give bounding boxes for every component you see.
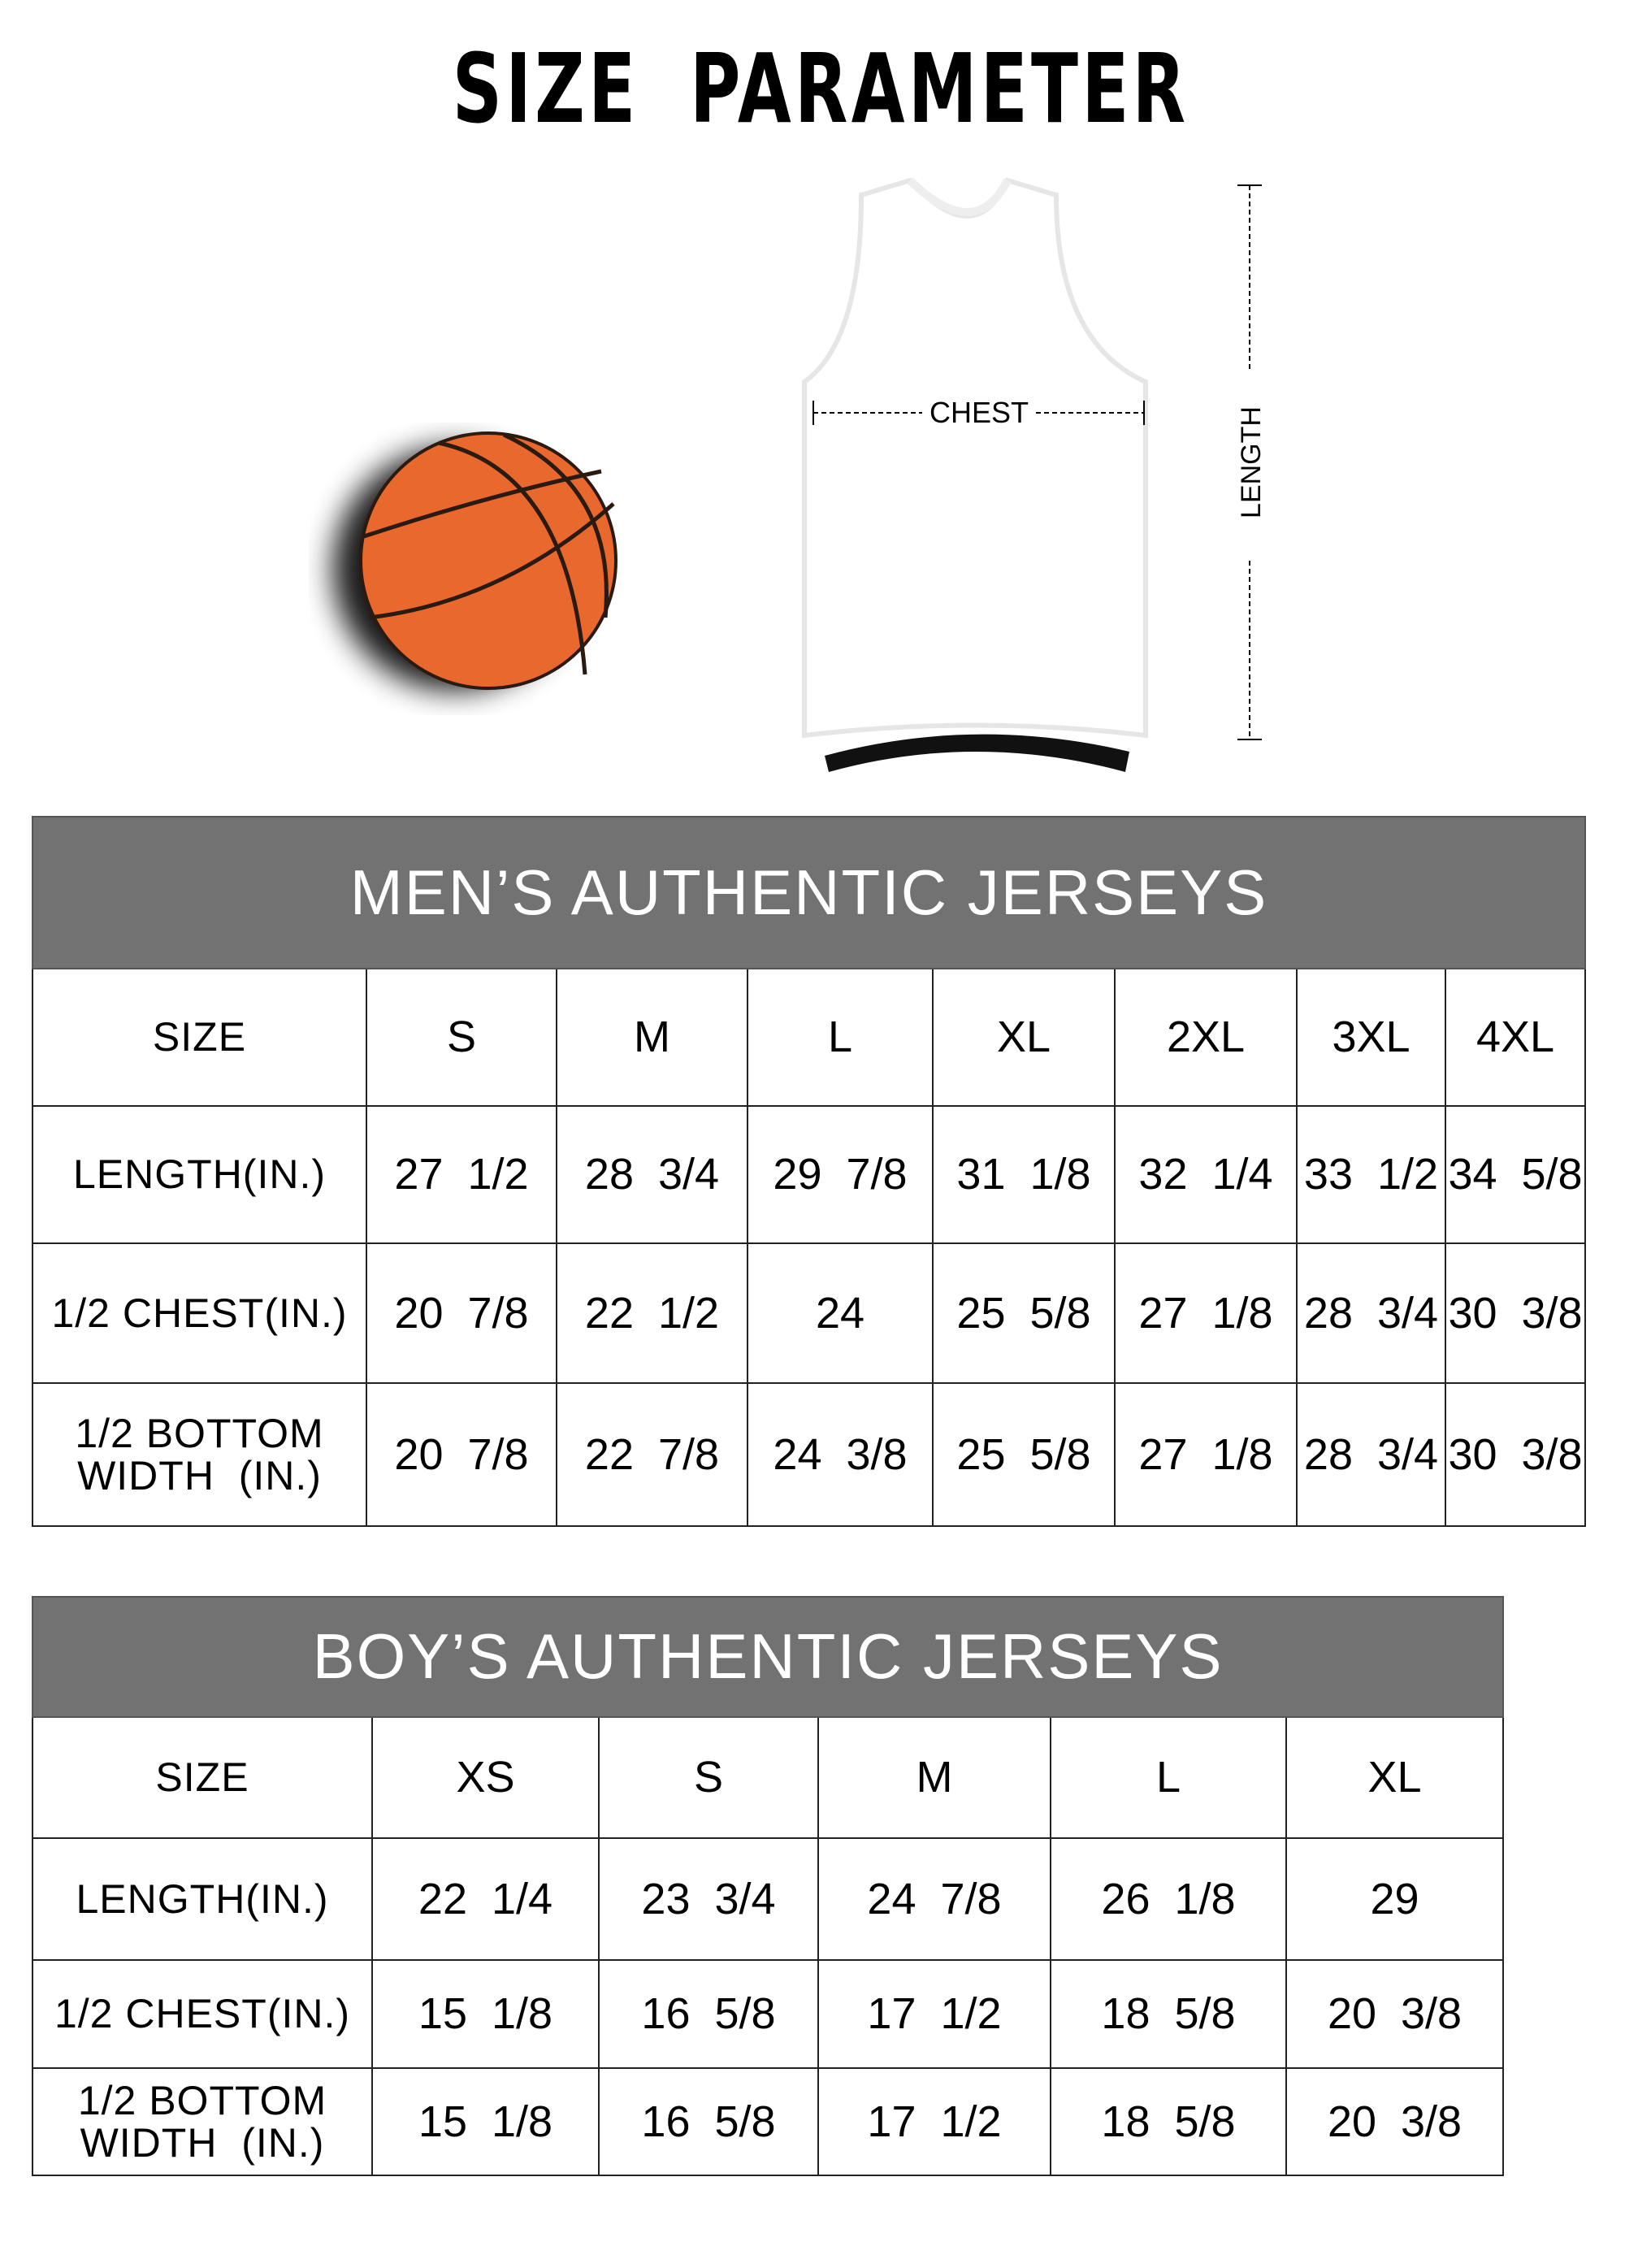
size-header-cell: M [817, 1716, 1051, 1839]
measurement-cell: 23 3/4 [598, 1837, 819, 1961]
measurement-cell: 16 5/8 [598, 1959, 819, 2069]
measurement-cell: 26 1/8 [1050, 1837, 1287, 1961]
chest-label: CHEST [930, 396, 1029, 429]
row-label: 1/2 BOTTOM WIDTH (IN.) [32, 2067, 373, 2176]
row-label: 1/2 CHEST(IN.) [32, 1959, 373, 2069]
measurement-cell: 18 5/8 [1050, 2067, 1287, 2176]
jersey-icon [802, 177, 1148, 772]
measurement-cell: 22 1/4 [371, 1837, 600, 1961]
table-row: LENGTH(IN.) 27 1/2 28 3/4 29 7/8 31 1/8 32 1/… [32, 1105, 1587, 1244]
chest-measure-line: CHEST [812, 396, 1145, 429]
size-header-cell: 3XL [1296, 968, 1446, 1107]
jersey-diagram: CHEST LENGTH [333, 177, 1267, 772]
measurement-cell: 20 3/8 [1285, 1959, 1505, 2069]
measurement-cell: 20 7/8 [366, 1242, 557, 1384]
measurement-cell: 25 5/8 [932, 1242, 1116, 1384]
measurement-cell: 22 7/8 [556, 1382, 748, 1527]
page-title: SIZE PARAMETER [452, 33, 1190, 145]
measurement-cell: 28 3/4 [556, 1105, 748, 1244]
measurement-cell: 29 7/8 [747, 1105, 934, 1244]
measurement-cell: 29 [1285, 1837, 1505, 1961]
measurement-cell: 15 1/8 [371, 2067, 600, 2176]
basketball-icon [333, 431, 618, 691]
measurement-cell: 24 7/8 [817, 1837, 1051, 1961]
size-header-row: SIZE S M L XL 2XL 3XL 4XL [32, 968, 1587, 1107]
table-row: 1/2 CHEST(IN.) 15 1/8 16 5/8 17 1/2 18 5/8 20… [32, 1959, 1505, 2069]
measurement-cell: 18 5/8 [1050, 1959, 1287, 2069]
measurement-cell: 28 3/4 [1296, 1382, 1446, 1527]
size-header-row: SIZE XS S M L XL [32, 1716, 1505, 1839]
measurement-cell: 22 1/2 [556, 1242, 748, 1384]
measurement-cell: 20 7/8 [366, 1382, 557, 1527]
measurement-cell: 16 5/8 [598, 2067, 819, 2176]
size-header-cell: S [366, 968, 557, 1107]
measurement-cell: 27 1/8 [1114, 1242, 1298, 1384]
measurement-cell: 15 1/8 [371, 1959, 600, 2069]
row-label: 1/2 BOTTOM WIDTH (IN.) [32, 1382, 367, 1527]
row-label: LENGTH(IN.) [32, 1105, 367, 1244]
size-header-cell: XL [932, 968, 1116, 1107]
row-label: SIZE [32, 1716, 373, 1839]
measurement-cell: 31 1/8 [932, 1105, 1116, 1244]
size-header-cell: XS [371, 1716, 600, 1839]
size-header-cell: M [556, 968, 748, 1107]
measurement-cell: 17 1/2 [817, 1959, 1051, 2069]
size-header-cell: L [747, 968, 934, 1107]
size-header-cell: L [1050, 1716, 1287, 1839]
size-header-cell: 2XL [1114, 968, 1298, 1107]
measurement-cell: 17 1/2 [817, 2067, 1051, 2176]
length-label: LENGTH [1236, 406, 1267, 518]
table-title: MEN’S AUTHENTIC JERSEYS [31, 816, 1587, 969]
table-row: 1/2 CHEST(IN.) 20 7/8 22 1/2 24 25 5/8 27 1/8… [32, 1242, 1587, 1384]
size-header-cell: 4XL [1444, 968, 1587, 1107]
measurement-cell: 25 5/8 [932, 1382, 1116, 1527]
measurement-cell: 28 3/4 [1296, 1242, 1446, 1384]
measurement-cell: 34 5/8 [1444, 1105, 1587, 1244]
row-label: SIZE [32, 968, 367, 1107]
table-row: LENGTH(IN.) 22 1/4 23 3/4 24 7/8 26 1/8 29 [32, 1837, 1505, 1961]
mens-size-table: MEN’S AUTHENTIC JERSEYS SIZE S M L XL 2XL 3XL 4X… [31, 816, 1587, 1527]
row-label: LENGTH(IN.) [32, 1837, 373, 1961]
table-title: BOY’S AUTHENTIC JERSEYS [31, 1596, 1505, 1718]
measurement-cell: 30 3/8 [1444, 1382, 1587, 1527]
row-label: 1/2 CHEST(IN.) [32, 1242, 367, 1384]
size-header-cell: S [598, 1716, 819, 1839]
measurement-cell: 32 1/4 [1114, 1105, 1298, 1244]
size-header-cell: XL [1285, 1716, 1505, 1839]
measurement-cell: 20 3/8 [1285, 2067, 1505, 2176]
length-measure-line: LENGTH [1236, 184, 1267, 740]
table-row: 1/2 BOTTOM WIDTH (IN.) 20 7/8 22 7/8 24 3/8… [32, 1382, 1587, 1527]
boys-size-table: BOY’S AUTHENTIC JERSEYS SIZE XS S M L XL LENGTH… [31, 1596, 1505, 2176]
measurement-cell: 24 [747, 1242, 934, 1384]
measurement-cell: 27 1/2 [366, 1105, 557, 1244]
measurement-cell: 24 3/8 [747, 1382, 934, 1527]
measurement-cell: 33 1/2 [1296, 1105, 1446, 1244]
table-row: 1/2 BOTTOM WIDTH (IN.) 15 1/8 16 5/8 17 1/2… [32, 2067, 1505, 2176]
measurement-cell: 27 1/8 [1114, 1382, 1298, 1527]
measurement-cell: 30 3/8 [1444, 1242, 1587, 1384]
